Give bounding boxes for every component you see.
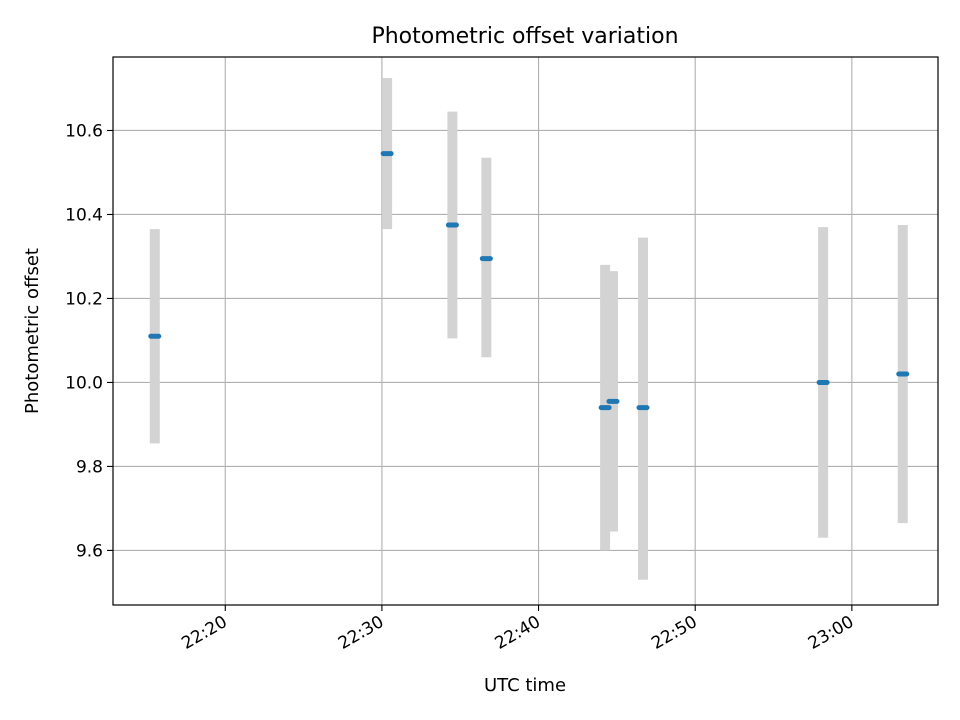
tick-layer: 22:20 22:30 22:40 22:50 23:00 9.6 9.8 10.0 10.2 1… bbox=[65, 121, 857, 653]
errorbar-layer bbox=[149, 77, 908, 580]
plot-frame bbox=[112, 56, 939, 606]
x-axis-label: UTC time bbox=[484, 675, 566, 696]
grid-layer bbox=[113, 57, 938, 605]
x-tick-label: 23:00 bbox=[805, 612, 857, 654]
y-tick-label: 9.6 bbox=[76, 541, 103, 561]
point-layer bbox=[148, 151, 910, 411]
y-tick-label: 10.0 bbox=[65, 373, 103, 393]
y-tick-label: 10.6 bbox=[65, 121, 103, 141]
x-tick-label: 22:20 bbox=[178, 612, 230, 654]
chart-title: Photometric offset variation bbox=[371, 24, 678, 49]
y-tick-label: 10.4 bbox=[65, 205, 103, 225]
x-tick-label: 22:30 bbox=[335, 612, 387, 654]
x-tick-label: 22:50 bbox=[648, 612, 700, 654]
x-tick-label: 22:40 bbox=[492, 612, 544, 654]
y-axis-label: Photometric offset bbox=[22, 248, 43, 414]
y-tick-label: 10.2 bbox=[65, 289, 103, 309]
y-tick-label: 9.8 bbox=[76, 457, 103, 477]
